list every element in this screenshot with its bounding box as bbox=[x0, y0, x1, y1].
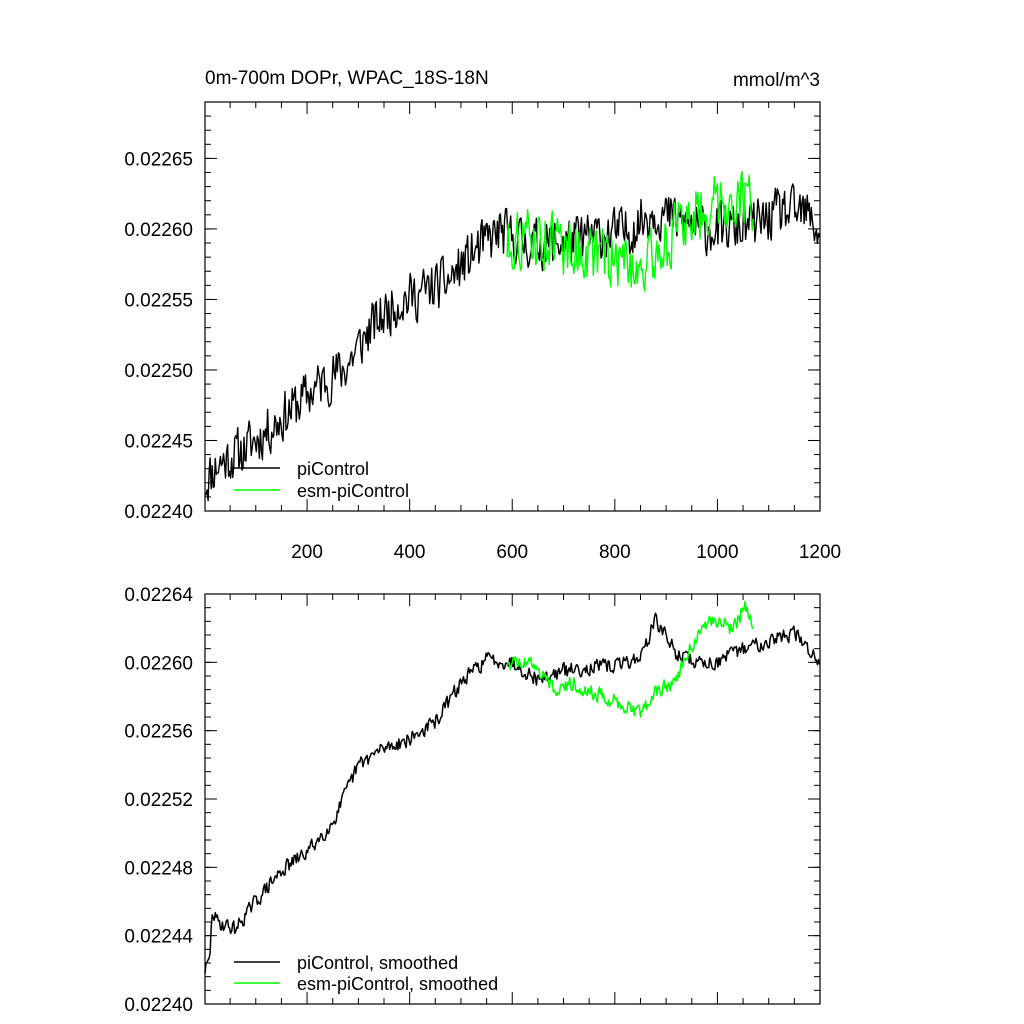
top-plot-frame bbox=[204, 101, 821, 512]
series-line-esm-picontrol-smoothed bbox=[506, 600, 754, 718]
legend-label-esm-picontrol: esm-piControl bbox=[297, 481, 409, 501]
top-units: mmol/m^3 bbox=[733, 70, 820, 91]
series-line-picontrol bbox=[204, 183, 821, 502]
top-plot-lines bbox=[204, 170, 821, 502]
x-tick-label: 600 bbox=[496, 542, 528, 563]
bottom-legend: piControl, smoothed esm-piControl, smoot… bbox=[234, 953, 498, 994]
y-tick-label: 0.02240 bbox=[124, 502, 193, 523]
series-line-esm-picontrol bbox=[506, 170, 754, 292]
y-tick-label: 0.02265 bbox=[124, 149, 193, 170]
top-axis-ticks: 0.02240 0.02245 0.02250 0.02255 0.02260 0.022… bbox=[124, 101, 841, 563]
bottom-panel: 0.02240 0.02244 0.02248 0.02252 0.02256 0.022… bbox=[124, 585, 821, 1016]
y-tick-label: 0.02255 bbox=[124, 290, 193, 311]
x-tick-label: 1000 bbox=[696, 542, 738, 563]
top-title: 0m-700m DOPr, WPAC_18S-18N bbox=[205, 68, 489, 89]
y-tick-label: 0.02252 bbox=[124, 790, 193, 811]
bottom-plot-lines bbox=[204, 600, 821, 974]
y-tick-label: 0.02244 bbox=[124, 927, 193, 948]
y-tick-label: 0.02245 bbox=[124, 431, 193, 452]
legend-label-picontrol-smoothed: piControl, smoothed bbox=[297, 953, 458, 973]
legend-label-esm-picontrol-smoothed: esm-piControl, smoothed bbox=[297, 974, 498, 994]
x-tick-label: 400 bbox=[394, 542, 426, 563]
x-tick-label: 800 bbox=[599, 542, 631, 563]
x-tick-label: 1200 bbox=[799, 542, 841, 563]
y-tick-label: 0.02264 bbox=[124, 585, 193, 606]
x-tick-label: 200 bbox=[291, 542, 323, 563]
legend-label-picontrol: piControl bbox=[297, 459, 369, 479]
y-tick-label: 0.02250 bbox=[124, 361, 193, 382]
bottom-axis-ticks: 0.02240 0.02244 0.02248 0.02252 0.02256 0.022… bbox=[124, 585, 821, 1016]
series-line-picontrol-smoothed bbox=[204, 612, 821, 974]
top-panel: 0m-700m DOPr, WPAC_18S-18N mmol/m^3 0.02… bbox=[124, 68, 841, 563]
y-tick-label: 0.02260 bbox=[124, 653, 193, 674]
top-legend: piControl esm-piControl bbox=[234, 459, 409, 501]
y-tick-label: 0.02256 bbox=[124, 722, 193, 743]
y-tick-label: 0.02240 bbox=[124, 995, 193, 1016]
y-tick-label: 0.02248 bbox=[124, 858, 193, 879]
y-tick-label: 0.02260 bbox=[124, 220, 193, 241]
bottom-plot-frame bbox=[204, 593, 821, 1005]
